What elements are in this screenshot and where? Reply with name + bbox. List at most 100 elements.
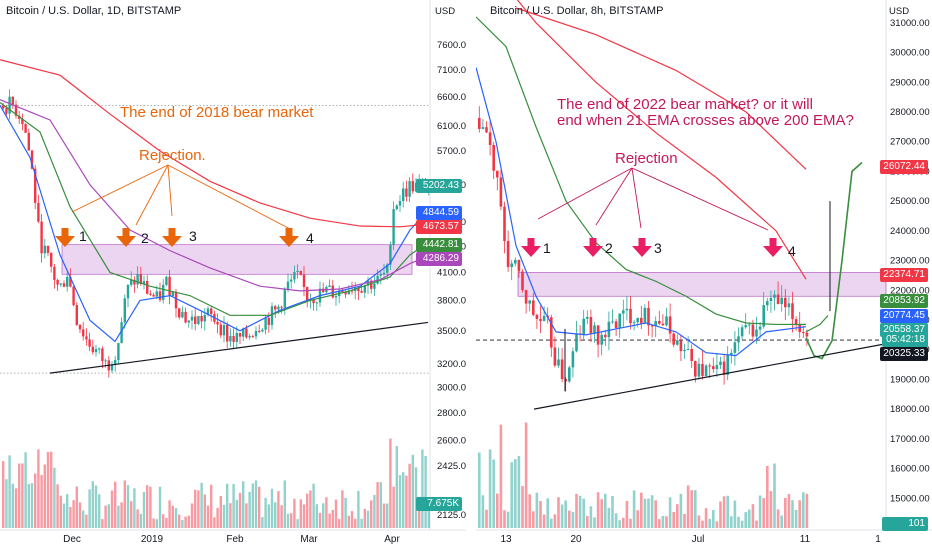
- volume-bar: [769, 491, 773, 528]
- candle-body: [123, 298, 126, 323]
- volume-bar: [34, 473, 37, 528]
- chart-svg-left[interactable]: 2125.00 2425.00 2600.00 2800.00 3000.00 3200.…: [0, 0, 466, 550]
- candle-body: [277, 306, 280, 310]
- price-tick-label: 23000.00: [890, 256, 930, 267]
- candle-body: [286, 281, 290, 289]
- volume-bar: [586, 516, 589, 528]
- candle-body: [708, 365, 711, 367]
- volume-bar: [187, 515, 190, 528]
- panel-divider: [466, 0, 476, 550]
- time-tick-label: Mar: [300, 534, 318, 545]
- volume-bar: [254, 480, 258, 528]
- candle-body: [560, 359, 564, 380]
- resistance-zone: [61, 244, 413, 275]
- candle-body: [197, 316, 200, 325]
- volume-bar: [611, 495, 614, 528]
- candle-body: [30, 150, 34, 169]
- candle-body: [557, 359, 560, 366]
- chart-panel-left[interactable]: 2125.00 2425.00 2600.00 2800.00 3000.00 3200.…: [0, 0, 466, 550]
- volume-bar: [53, 467, 56, 528]
- candle-body: [676, 340, 679, 345]
- candle-body: [514, 259, 517, 264]
- volume-bar: [607, 507, 611, 528]
- candle-body: [564, 379, 567, 382]
- arrow-shaft: [638, 238, 646, 248]
- volume-bar: [503, 510, 506, 528]
- volume-bar: [614, 513, 618, 528]
- volume-bar: [8, 455, 11, 528]
- candle-body: [11, 96, 14, 105]
- ema-line: [0, 105, 429, 343]
- candle-body: [748, 324, 751, 326]
- candle-body: [643, 307, 647, 324]
- volume-bar: [210, 484, 213, 528]
- candle-body: [650, 325, 654, 327]
- candle-body: [184, 311, 187, 323]
- volume-bar: [306, 493, 309, 528]
- volume-bar: [773, 463, 776, 528]
- candle-body: [270, 306, 274, 325]
- volume-bar: [46, 451, 50, 528]
- chart-svg-right[interactable]: 15000.00 16000.00 17000.00 18000.00 19000.00…: [476, 0, 932, 550]
- chart-title: Bitcoin / U.S. Dollar, 8h, BITSTAMP: [490, 5, 664, 17]
- rejection-pointer-line: [167, 164, 293, 231]
- volume-bar: [726, 495, 729, 528]
- candle-body: [535, 314, 539, 319]
- volume-bar: [600, 499, 603, 528]
- candle-body: [5, 108, 8, 114]
- volume-bar: [142, 492, 146, 528]
- candle-body: [499, 177, 503, 207]
- candle-body: [618, 313, 621, 329]
- volume-bar: [232, 484, 235, 528]
- candle-body: [174, 291, 178, 309]
- annotation-main-line1: The end of 2022 bear market? or it will: [557, 96, 813, 113]
- candle-body: [625, 308, 629, 311]
- candle-body: [242, 328, 245, 337]
- marker-label-3: 3: [189, 228, 197, 244]
- candle-body: [589, 316, 593, 334]
- candle-body: [762, 305, 765, 327]
- candle-body: [622, 310, 625, 314]
- candle-body: [142, 280, 146, 285]
- volume-bar: [21, 463, 24, 528]
- candle-body: [740, 327, 744, 337]
- candle-body: [798, 324, 801, 333]
- candle-body: [607, 321, 611, 338]
- candle-body: [66, 276, 69, 287]
- candle-body: [701, 363, 704, 376]
- candle-body: [389, 244, 392, 265]
- price-tick-label: 31000.00: [890, 18, 930, 29]
- price-tick-label: 16000.00: [890, 464, 930, 475]
- volume-bar: [264, 497, 267, 528]
- candle-body: [414, 182, 418, 192]
- candle-body: [232, 336, 235, 342]
- volume-bar: [733, 500, 737, 528]
- volume-bar: [488, 449, 492, 528]
- volume-bar: [751, 504, 755, 528]
- chart-panel-right[interactable]: 15000.00 16000.00 17000.00 18000.00 19000.00…: [476, 0, 932, 550]
- ema-line: [0, 102, 429, 316]
- candle-body: [91, 346, 94, 353]
- candle-body: [575, 333, 578, 352]
- candle-body: [104, 360, 107, 362]
- volume-bar: [791, 500, 794, 528]
- ema-line: [476, 67, 807, 357]
- volume-badge: 101: [882, 517, 928, 531]
- volume-bar: [325, 497, 328, 528]
- price-badge: 22374.71: [880, 268, 928, 282]
- candle-body: [280, 306, 283, 308]
- volume-bar: [331, 509, 334, 528]
- annotation-main: The end of 2018 bear market: [120, 104, 314, 121]
- ema-line: [0, 59, 429, 228]
- candle-body: [604, 334, 607, 338]
- volume-bar: [398, 475, 402, 528]
- candle-body: [382, 272, 386, 274]
- candle-body: [152, 294, 155, 297]
- candle-body: [53, 266, 56, 280]
- volume-bar: [568, 510, 571, 528]
- candle-body: [766, 301, 769, 306]
- candle-body: [133, 279, 136, 285]
- candle-body: [478, 117, 481, 129]
- price-tick-label: 17000.00: [890, 434, 930, 445]
- arrow-shaft: [769, 238, 777, 248]
